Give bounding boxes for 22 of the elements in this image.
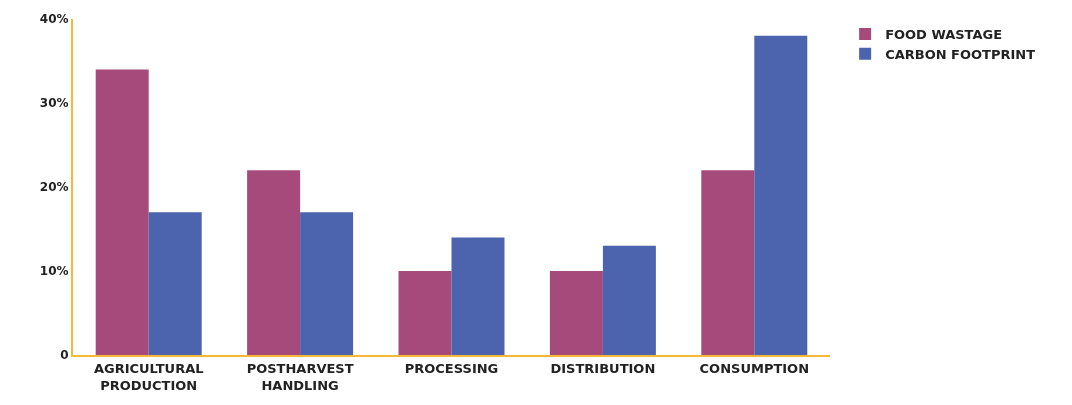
bar [95, 69, 149, 355]
bar [148, 212, 202, 355]
bar [701, 170, 755, 355]
x-tick-label: DISTRIBUTION [550, 360, 656, 376]
bar [549, 271, 603, 355]
x-tick-label: POSTHARVEST HANDLING [246, 360, 354, 393]
x-tick-label: AGRICULTURAL PRODUCTION [93, 360, 204, 393]
y-tick-label: 20% [39, 180, 69, 195]
bar [754, 35, 808, 355]
bar [398, 271, 452, 355]
x-tick-label: CONSUMPTION [699, 360, 810, 376]
bar [300, 212, 354, 355]
y-tick-label: 30% [39, 96, 69, 111]
bar [451, 237, 505, 355]
bar [247, 170, 301, 355]
bar [602, 245, 656, 355]
y-tick-label: 40% [39, 12, 69, 27]
y-tick-label: 0 [60, 348, 69, 363]
x-tick-label: PROCESSING [404, 360, 499, 376]
legend-label: CARBON FOOTPRINT [885, 46, 1036, 62]
legend-label: FOOD WASTAGE [885, 27, 1003, 43]
y-tick-label: 10% [39, 264, 69, 279]
